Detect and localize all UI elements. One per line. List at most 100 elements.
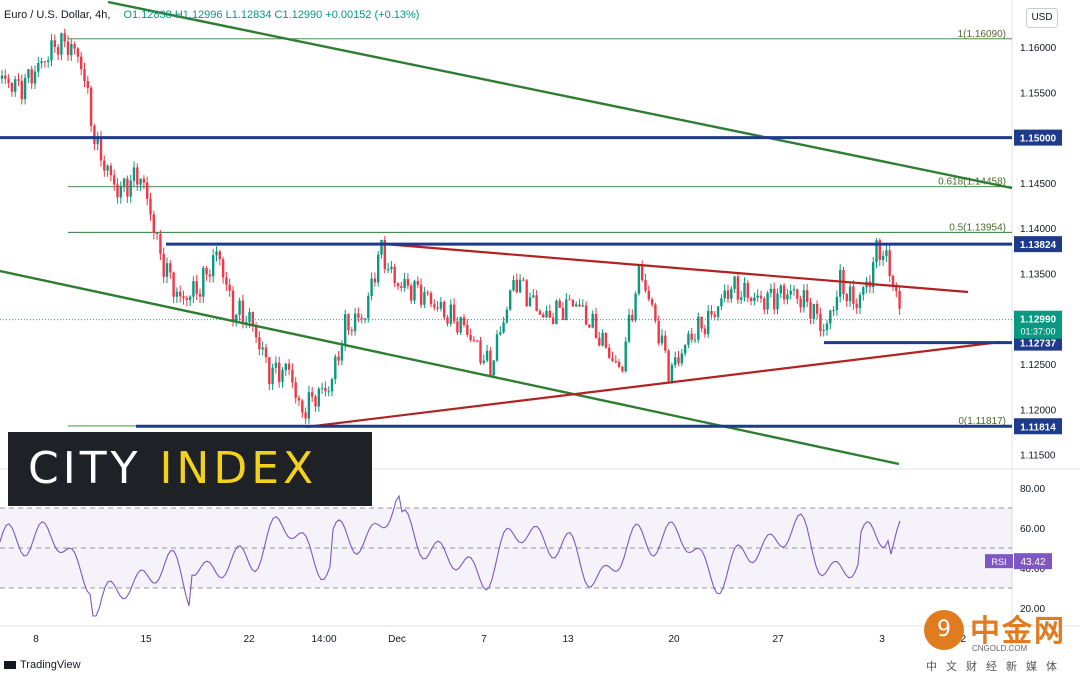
candle-body xyxy=(400,286,403,288)
candle-body xyxy=(479,340,482,363)
candle-body xyxy=(7,78,10,84)
candle-body xyxy=(660,335,664,344)
candle-body xyxy=(390,266,393,270)
candle-body xyxy=(855,303,858,309)
candle-body xyxy=(360,317,363,319)
candle-body xyxy=(40,61,43,64)
candle-body xyxy=(885,250,888,256)
candle-body xyxy=(535,295,538,311)
candle-body xyxy=(476,340,479,342)
candle-body xyxy=(650,299,654,305)
fib-level-label: 0.618(1.14458) xyxy=(938,177,1006,188)
candle-body xyxy=(251,311,254,326)
candle-body xyxy=(707,311,710,335)
candle-body xyxy=(720,298,723,307)
candle-body xyxy=(320,387,324,389)
candle-body xyxy=(278,362,281,382)
candle-body xyxy=(241,300,245,323)
candle-body xyxy=(304,412,307,419)
level-price-tag xyxy=(1014,418,1062,435)
rsi-value-label: 43.42 xyxy=(1020,557,1045,568)
candle-body xyxy=(515,279,518,293)
candle-body xyxy=(324,387,327,392)
candle-body xyxy=(380,239,383,255)
candle-body xyxy=(198,293,202,297)
rsi-label: RSI xyxy=(991,557,1006,567)
price-tick-label: 1.12000 xyxy=(1020,405,1057,416)
candle-body xyxy=(713,314,716,317)
candle-body xyxy=(815,303,819,314)
candle-body xyxy=(426,292,429,294)
candle-body xyxy=(495,334,499,361)
candle-body xyxy=(47,60,50,62)
time-tick-label: 8 xyxy=(33,634,39,645)
candle-body xyxy=(485,350,489,361)
candle-body xyxy=(347,314,350,331)
candle-body xyxy=(330,379,334,392)
candle-body xyxy=(436,307,439,309)
candle-body xyxy=(456,321,459,333)
level-price-tag xyxy=(1014,236,1062,253)
candle-body xyxy=(221,259,225,278)
candle-body xyxy=(129,180,132,197)
candle-body xyxy=(839,270,842,297)
time-tick-label: 14:00 xyxy=(311,634,336,645)
candle-body xyxy=(429,293,433,305)
candle-body xyxy=(558,300,561,308)
candle-body xyxy=(175,291,179,297)
candle-body xyxy=(80,56,83,70)
candle-body xyxy=(182,296,185,299)
candle-body xyxy=(212,255,215,277)
candle-body xyxy=(848,286,852,302)
candle-body xyxy=(571,299,575,307)
candle-body xyxy=(565,299,568,321)
candle-body xyxy=(670,365,674,382)
candle-body xyxy=(37,63,40,72)
candle-body xyxy=(373,278,377,283)
candle-body xyxy=(736,276,740,300)
candle-body xyxy=(202,267,205,297)
time-tick-label: Dec xyxy=(388,634,406,645)
candle-body xyxy=(245,321,248,323)
candle-body xyxy=(591,313,594,328)
candle-body xyxy=(406,279,410,286)
rsi-line xyxy=(0,494,901,617)
candle-body xyxy=(208,274,212,277)
rsi-tick-label: 40.00 xyxy=(1020,564,1045,575)
candle-body xyxy=(258,337,261,350)
candle-body xyxy=(254,325,258,338)
candle-body xyxy=(76,48,80,57)
price-tick-label: 1.16000 xyxy=(1020,43,1057,54)
candle-body xyxy=(502,322,505,333)
candle-body xyxy=(518,279,522,293)
candle-body xyxy=(845,294,848,302)
candle-body xyxy=(779,285,782,294)
candle-body xyxy=(459,317,462,333)
currency-button[interactable]: USD xyxy=(1026,8,1058,28)
time-tick-label: 20 xyxy=(668,634,680,645)
current-price-label: 1.12990 xyxy=(1020,315,1057,326)
candle-body xyxy=(812,303,815,319)
candle-body xyxy=(169,263,172,273)
time-tick-label: 7 xyxy=(481,634,487,645)
candle-body xyxy=(617,362,621,367)
candle-body xyxy=(753,297,756,301)
level-price-label: 1.15000 xyxy=(1020,134,1057,145)
candle-body xyxy=(301,400,304,413)
candle-body xyxy=(357,313,360,318)
candle-body xyxy=(235,314,238,321)
lower-trendline xyxy=(0,269,900,466)
candle-body xyxy=(271,367,274,385)
candle-body xyxy=(499,332,502,335)
cngold-subtitle: 中文财经新媒体 xyxy=(926,660,1066,673)
candle-body xyxy=(746,282,749,298)
tradingview-footer[interactable]: TradingView xyxy=(4,659,81,671)
candle-body xyxy=(548,310,551,318)
candle-body xyxy=(601,332,604,346)
candle-body xyxy=(528,297,532,307)
fib-level-label: 1(1.16090) xyxy=(958,29,1006,40)
candle-body xyxy=(139,178,142,185)
candle-body xyxy=(773,288,776,310)
candle-body xyxy=(888,250,891,276)
